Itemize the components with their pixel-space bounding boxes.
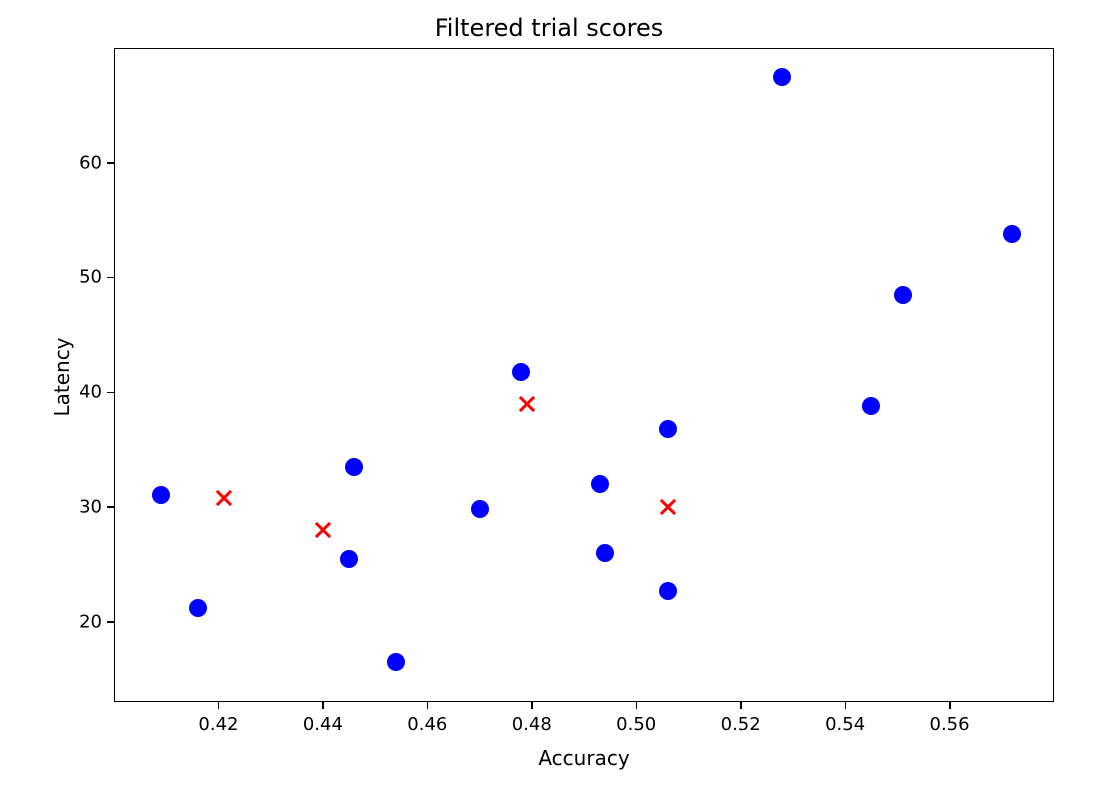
x-tick-label: 0.44 [303,714,343,735]
x-tick-mark [322,702,324,709]
data-point-circle [152,486,170,504]
data-point-circle [340,550,358,568]
y-tick-mark [107,621,114,623]
x-tick-label: 0.42 [198,714,238,735]
y-tick-label: 60 [74,152,102,173]
data-point-x [660,499,676,515]
data-point-circle [387,653,405,671]
data-point-x [315,522,331,538]
data-point-circle [659,420,677,438]
data-point-circle [189,599,207,617]
y-tick-mark [107,277,114,279]
data-point-circle [345,458,363,476]
x-tick-mark [740,702,742,709]
x-tick-mark [531,702,533,709]
chart-container: Filtered trial scores Accuracy Latency 0… [0,0,1098,796]
x-tick-mark [218,702,220,709]
y-axis-label: Latency [50,317,74,437]
x-tick-label: 0.56 [930,714,970,735]
data-point-circle [1003,225,1021,243]
y-tick-label: 30 [74,496,102,517]
data-point-circle [773,68,791,86]
x-tick-label: 0.50 [616,714,656,735]
y-tick-mark [107,392,114,394]
x-tick-mark [845,702,847,709]
x-tick-label: 0.46 [407,714,447,735]
chart-title: Filtered trial scores [0,14,1098,42]
x-tick-label: 0.48 [512,714,552,735]
plot-area [114,48,1054,702]
x-tick-mark [949,702,951,709]
x-tick-mark [636,702,638,709]
data-point-circle [659,582,677,600]
x-tick-label: 0.54 [825,714,865,735]
x-tick-mark [427,702,429,709]
x-axis-label: Accuracy [114,746,1054,770]
data-point-circle [591,475,609,493]
data-point-x [519,396,535,412]
y-tick-label: 20 [74,611,102,632]
y-tick-label: 40 [74,382,102,403]
y-tick-label: 50 [74,267,102,288]
data-point-circle [862,397,880,415]
data-point-circle [471,500,489,518]
data-point-x [216,490,232,506]
y-tick-mark [107,162,114,164]
data-point-circle [596,544,614,562]
data-point-circle [894,286,912,304]
data-point-circle [512,363,530,381]
y-tick-mark [107,506,114,508]
x-tick-label: 0.52 [721,714,761,735]
